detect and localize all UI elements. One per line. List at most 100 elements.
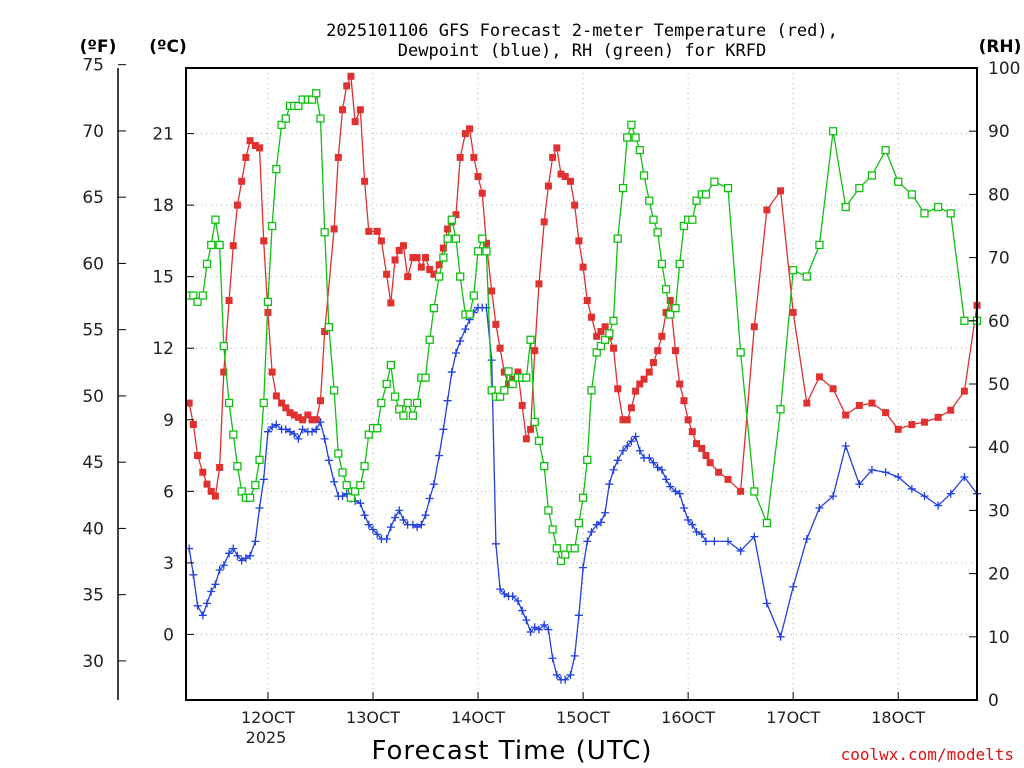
- temperature-point: [908, 421, 916, 429]
- rh-point: [649, 215, 658, 224]
- plot-frame: [185, 67, 978, 701]
- dewpoint-point: [789, 582, 798, 591]
- dewpoint-point: [508, 592, 517, 601]
- dewpoint-point: [867, 465, 876, 474]
- temperature-point: [308, 416, 316, 424]
- dewpoint-point: [601, 508, 610, 517]
- rh-point: [675, 259, 684, 269]
- temperature-point: [417, 263, 425, 271]
- dewpoint-point: [946, 489, 955, 498]
- rh-point: [324, 322, 334, 332]
- temperature-point: [561, 173, 569, 181]
- temperature-point: [571, 201, 579, 209]
- rh-point: [504, 367, 513, 376]
- temperature-point: [304, 411, 312, 419]
- rh-point: [350, 487, 360, 496]
- rh-point: [561, 550, 570, 559]
- dewpoint-point: [285, 427, 294, 436]
- temperature-point: [220, 368, 228, 376]
- temperature-point: [373, 227, 381, 235]
- temperature-point: [286, 409, 294, 417]
- dewpoint-point: [815, 504, 824, 513]
- rh-point: [312, 89, 321, 98]
- rh-point: [399, 411, 408, 420]
- rh-point: [522, 373, 531, 382]
- dewpoint-point: [561, 675, 570, 684]
- rh-point: [207, 240, 216, 250]
- rh-point: [229, 430, 238, 439]
- dewpoint-point: [530, 623, 539, 632]
- dewpoint-point: [189, 570, 198, 579]
- temperature-point: [649, 359, 657, 367]
- fahrenheit-tick-label: 30: [82, 652, 104, 672]
- rh-point: [907, 190, 917, 199]
- gridlines: [186, 68, 977, 700]
- dewpoint-point: [391, 513, 400, 522]
- dewpoint-point: [518, 606, 527, 615]
- temperature-point: [583, 297, 591, 305]
- rh-point: [692, 196, 701, 205]
- rh-point: [473, 247, 483, 256]
- rh-point: [198, 291, 207, 300]
- rh-point: [627, 120, 636, 130]
- rh-tick-label: 90: [988, 122, 1010, 142]
- dewpoint-point: [417, 520, 426, 529]
- temperature-point: [399, 242, 407, 250]
- rh-point: [382, 379, 391, 389]
- dewpoint-point: [198, 611, 207, 620]
- rh-point: [320, 228, 329, 237]
- temperature-point: [356, 106, 364, 114]
- rh-point: [245, 493, 255, 502]
- rh-point: [294, 101, 303, 111]
- rh-tick-label: 10: [988, 628, 1010, 648]
- rh-point: [933, 202, 943, 212]
- dewpoint-point: [219, 561, 228, 570]
- rh-point: [802, 272, 811, 281]
- temperature-point: [246, 137, 254, 145]
- dewpoint-point: [688, 520, 697, 529]
- temperature-point: [763, 206, 771, 214]
- temperature-point: [777, 187, 785, 195]
- temperature-point: [242, 153, 250, 161]
- rh-point: [815, 240, 824, 250]
- rh-point: [828, 127, 838, 136]
- fahrenheit-tick-label: 55: [82, 321, 104, 341]
- rh-point: [329, 386, 339, 395]
- series-layer: [185, 72, 982, 684]
- fahrenheit-tick-label: 70: [82, 122, 104, 142]
- rh-point: [189, 291, 198, 300]
- temperature-point: [688, 428, 696, 436]
- celsius-tick-label: 21: [152, 125, 174, 145]
- temperature-point: [185, 399, 193, 407]
- dewpoint-point: [675, 489, 684, 498]
- rh-point: [487, 386, 496, 395]
- dewpoint-point: [697, 530, 706, 539]
- dewpoint-point: [762, 599, 771, 608]
- temperature-point: [855, 401, 863, 409]
- dewpoint-point: [881, 468, 890, 477]
- rh-point: [364, 430, 373, 439]
- dewpoint-point: [382, 535, 391, 544]
- temperature-point: [527, 425, 535, 433]
- temperature-point: [478, 189, 486, 197]
- temperature-point: [452, 211, 460, 219]
- dewpoint-point: [618, 446, 627, 455]
- dewpoint-point: [631, 432, 640, 441]
- dewpoint-point: [960, 473, 969, 482]
- dewpoint-point: [540, 620, 549, 629]
- fahrenheit-tick-label: 60: [82, 254, 104, 274]
- dewpoint-point: [552, 670, 561, 679]
- dewpoint-point: [399, 515, 408, 524]
- temperature-point: [557, 170, 565, 178]
- year-label: 2025: [246, 728, 287, 747]
- temperature-point: [645, 368, 653, 376]
- dewpoint-point: [263, 427, 272, 436]
- dewpoint-point: [574, 611, 583, 620]
- dewpoint-point: [395, 506, 404, 515]
- dewpoint-point: [290, 430, 299, 439]
- temperature-point: [597, 328, 605, 336]
- rh-point: [736, 348, 745, 357]
- series-temperature: [185, 72, 981, 500]
- rh-point: [390, 392, 400, 401]
- dewpoint-point: [657, 465, 666, 474]
